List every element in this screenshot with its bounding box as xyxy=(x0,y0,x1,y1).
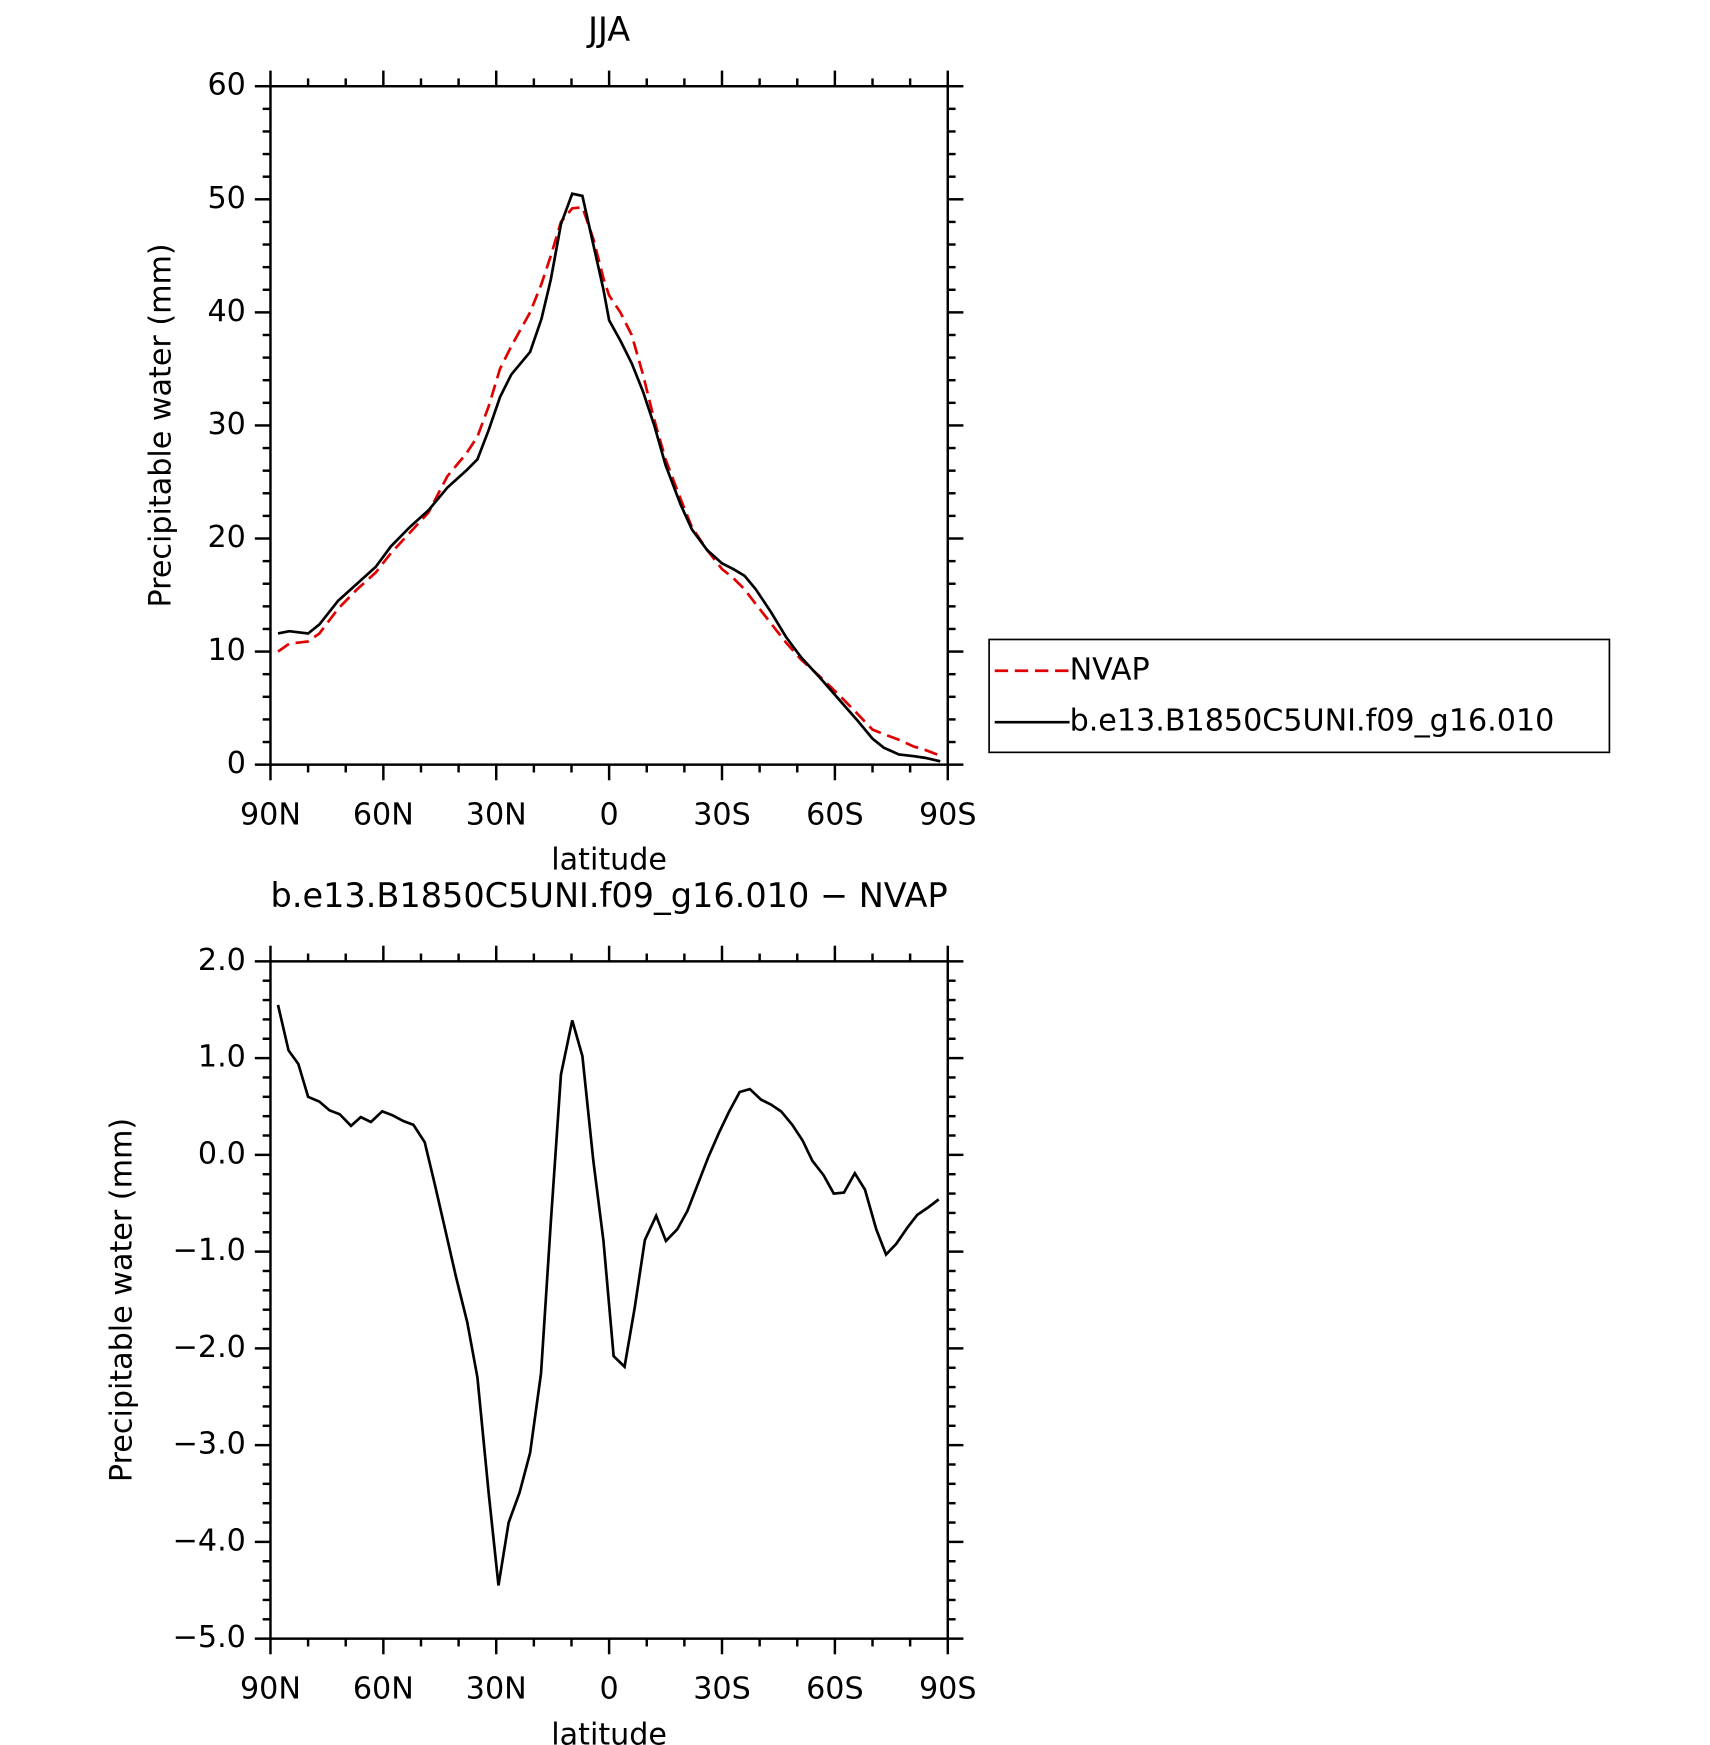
x-tick-label: 90S xyxy=(919,1672,977,1707)
x-tick-label: 60S xyxy=(806,1672,864,1707)
x-tick-label: 90N xyxy=(240,1672,301,1707)
x-axis-label: latitude xyxy=(551,842,667,877)
y-tick-label: −5.0 xyxy=(173,1620,246,1655)
plot-frame xyxy=(269,85,949,766)
y-tick-label: −2.0 xyxy=(173,1330,246,1365)
x-axis-label: latitude xyxy=(551,1717,667,1745)
legend-box xyxy=(988,638,1611,754)
x-tick-label: 90S xyxy=(919,798,977,833)
y-tick-label: 0 xyxy=(227,746,246,781)
x-tick-label: 30N xyxy=(466,798,527,833)
x-tick-label: 30S xyxy=(693,798,751,833)
x-tick-label: 60N xyxy=(353,798,414,833)
x-tick-label: 90N xyxy=(240,798,301,833)
y-tick-label: 60 xyxy=(208,68,246,103)
chart-title: JJA xyxy=(586,10,630,49)
legend-label: b.e13.B1850C5UNI.f09_g16.010 xyxy=(1070,704,1555,739)
x-tick-label: 30S xyxy=(693,1672,751,1707)
y-tick-label: −3.0 xyxy=(173,1427,246,1462)
legend-label: NVAP xyxy=(1070,652,1150,687)
y-tick-label: 1.0 xyxy=(198,1040,246,1075)
y-tick-label: −1.0 xyxy=(173,1233,246,1268)
y-tick-label: 20 xyxy=(208,520,246,555)
data-line xyxy=(277,192,941,763)
data-line xyxy=(276,1004,940,1586)
y-tick-label: 30 xyxy=(208,407,246,442)
x-tick-label: 0 xyxy=(600,1672,619,1707)
y-tick-label: −4.0 xyxy=(173,1523,246,1558)
y-axis-label: Precipitable water (mm) xyxy=(104,1118,139,1482)
y-tick-label: 10 xyxy=(208,633,246,668)
y-tick-label: 0.0 xyxy=(198,1136,246,1171)
y-axis-label: Precipitable water (mm) xyxy=(144,243,179,607)
x-tick-label: 0 xyxy=(600,798,619,833)
chart-title: b.e13.B1850C5UNI.f09_g16.010 − NVAP xyxy=(271,876,948,915)
x-tick-label: 60S xyxy=(806,798,864,833)
y-tick-label: 40 xyxy=(208,294,246,329)
y-tick-label: 50 xyxy=(208,181,246,216)
y-tick-label: 2.0 xyxy=(198,943,246,978)
x-tick-label: 60N xyxy=(353,1672,414,1707)
data-line xyxy=(277,205,941,757)
x-tick-label: 30N xyxy=(466,1672,527,1707)
